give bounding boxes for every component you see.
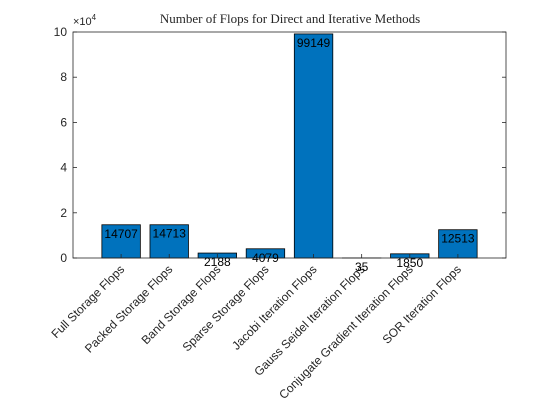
axes-group bbox=[72, 31, 507, 259]
data-label: 4079 bbox=[252, 251, 279, 265]
bar bbox=[101, 224, 141, 259]
y-tick-label: 0 bbox=[60, 251, 67, 265]
y-tick-label: 10 bbox=[54, 25, 68, 39]
data-label: 35 bbox=[355, 260, 369, 274]
y-axis-exponent: ×104 bbox=[73, 13, 97, 28]
y-tick-label: 6 bbox=[60, 115, 67, 129]
data-label: 2188 bbox=[204, 255, 231, 269]
y-tick-label: 2 bbox=[60, 206, 67, 220]
bars-group bbox=[101, 33, 478, 259]
data-label: 14713 bbox=[153, 227, 187, 241]
x-tick-label: Jacobi Iteration Flops bbox=[229, 262, 320, 353]
x-tick-label: Sparse Storage Flops bbox=[180, 262, 272, 354]
bar bbox=[438, 229, 478, 259]
x-tick-label: Band Storage Flops bbox=[139, 262, 224, 347]
data-labels-group: 14707 14713 2188 4079 99149 35 1850 12513 bbox=[104, 36, 474, 274]
bar bbox=[293, 33, 334, 259]
chart-title: Number of Flops for Direct and Iterative… bbox=[160, 11, 420, 26]
plot-frame bbox=[72, 31, 507, 259]
y-ticks-group: 0 2 4 6 8 10 bbox=[54, 25, 506, 265]
data-label: 12513 bbox=[441, 232, 475, 246]
x-tick-label: Packed Storage Flops bbox=[82, 262, 175, 355]
bar bbox=[149, 224, 189, 259]
data-label: 99149 bbox=[297, 36, 331, 50]
data-label: 1850 bbox=[396, 256, 423, 270]
svg-text:×104: ×104 bbox=[73, 13, 97, 28]
y-tick-label: 4 bbox=[60, 161, 67, 175]
data-label: 14707 bbox=[104, 227, 138, 241]
y-tick-label: 8 bbox=[60, 70, 67, 84]
